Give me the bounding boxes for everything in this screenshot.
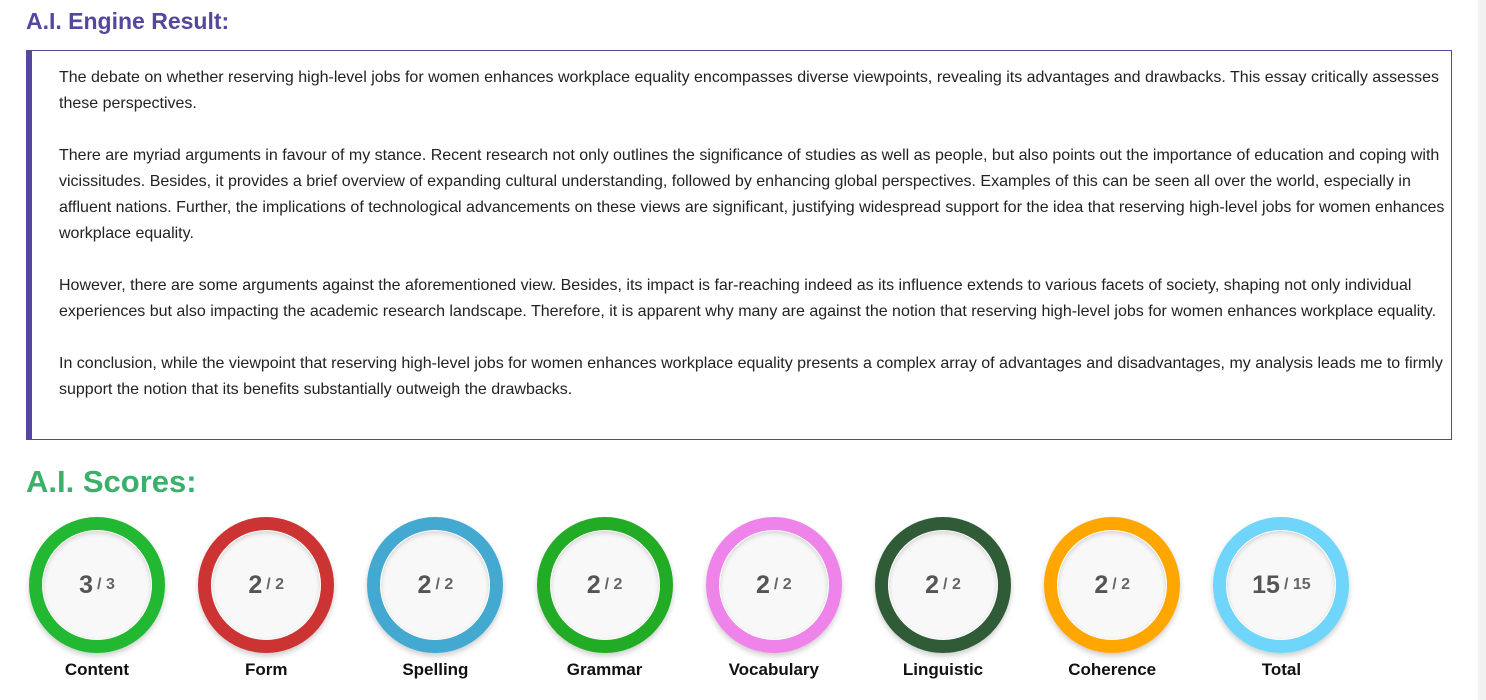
score-max: 15: [1292, 576, 1311, 593]
score-inner: 2/ 2: [212, 531, 321, 639]
score-ring: 2/ 2: [367, 517, 504, 653]
score-separator: /: [97, 576, 102, 593]
score-inner: 2/ 2: [889, 531, 997, 639]
score-item: 15/ 15 Total: [1213, 517, 1350, 679]
score-inner: 2/ 2: [719, 531, 828, 639]
score-max-group: / 2: [943, 576, 961, 594]
score-item: 2/ 2 Vocabulary: [705, 517, 842, 679]
score-value: 2: [1094, 570, 1109, 599]
paragraph: In conclusion, while the viewpoint that …: [59, 355, 1443, 398]
paragraph: However, there are some arguments agains…: [59, 277, 1437, 320]
score-item: 3/ 3 Content: [29, 517, 165, 679]
score-max-group: / 3: [97, 576, 115, 594]
score-value: 2: [248, 570, 263, 599]
scores-title: A.I. Scores:: [26, 464, 197, 499]
score-inner: 2/ 2: [1058, 531, 1167, 639]
score-value: 3: [79, 570, 94, 599]
score-max: 3: [105, 576, 115, 593]
score-inner: 3/ 3: [43, 531, 151, 639]
paragraph: The debate on whether reserving high-lev…: [59, 69, 1439, 112]
score-ring: 2/ 2: [705, 517, 842, 653]
score-value: 2: [586, 570, 601, 599]
score-max: 2: [275, 576, 285, 593]
score-inner: 2/ 2: [550, 531, 659, 639]
score-value: 15: [1252, 570, 1280, 599]
score-value: 2: [755, 570, 770, 599]
score-value: 2: [925, 570, 940, 599]
score-ring: 15/ 15: [1213, 517, 1350, 653]
score-max: 2: [444, 576, 454, 593]
score-item: 2/ 2 Linguistic: [875, 517, 1011, 679]
score-max-group: / 2: [605, 576, 623, 594]
score-max: 2: [951, 576, 961, 593]
score-max: 2: [782, 576, 792, 593]
score-label: Form: [244, 660, 288, 679]
score-item: 2/ 2 Form: [198, 517, 335, 679]
score-separator: /: [604, 576, 610, 593]
score-label: Coherence: [1068, 660, 1157, 679]
score-label: Grammar: [566, 660, 643, 679]
score-separator: /: [266, 576, 271, 593]
score-inner: 15/ 15: [1227, 531, 1336, 639]
score-separator: /: [1112, 576, 1117, 593]
result-box: The debate on whether reserving high-lev…: [26, 50, 1452, 440]
score-separator: /: [435, 576, 440, 593]
score-max-group: / 2: [435, 576, 453, 594]
score-ring: 2/ 2: [536, 517, 673, 653]
score-item: 2/ 2 Grammar: [536, 517, 673, 679]
score-ring: 3/ 3: [29, 517, 165, 653]
score-max-group: / 2: [266, 576, 284, 594]
score-ring: 2/ 2: [1044, 517, 1181, 653]
score-item: 2/ 2 Coherence: [1044, 517, 1181, 679]
score-value: 2: [417, 570, 432, 599]
score-label: Linguistic: [902, 660, 984, 679]
scrollbar[interactable]: [1478, 0, 1486, 700]
score-label: Spelling: [402, 660, 469, 679]
score-label: Content: [64, 660, 130, 679]
score-inner: 2/ 2: [381, 531, 490, 639]
score-max-group: / 15: [1284, 576, 1311, 594]
score-max-group: / 2: [1112, 576, 1130, 594]
score-label: Total: [1261, 660, 1302, 679]
score-max: 2: [1121, 576, 1131, 593]
score-max-group: / 2: [774, 576, 792, 594]
score-separator: /: [773, 576, 779, 593]
paragraph: There are myriad arguments in favour of …: [59, 147, 1445, 242]
score-ring: 2/ 2: [198, 517, 335, 653]
score-ring: 2/ 2: [875, 517, 1011, 653]
score-label: Vocabulary: [728, 660, 819, 679]
score-separator: /: [943, 576, 948, 593]
score-max: 2: [613, 576, 623, 593]
score-separator: /: [1283, 576, 1289, 593]
result-title: A.I. Engine Result:: [26, 8, 230, 34]
score-item: 2/ 2 Spelling: [367, 517, 504, 679]
